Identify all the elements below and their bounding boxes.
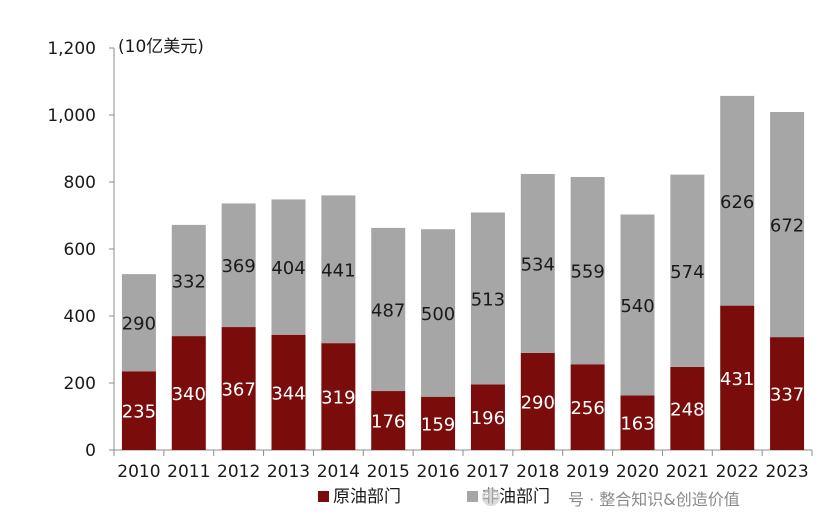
x-tick-label: 2022 bbox=[716, 462, 759, 482]
data-label-non-oil: 369 bbox=[221, 256, 255, 277]
x-tick-label: 2016 bbox=[416, 462, 459, 482]
y-tick-label: 0 bbox=[85, 441, 96, 461]
bar-non-oil-2015 bbox=[371, 227, 406, 392]
data-label-non-oil: 487 bbox=[371, 300, 405, 321]
data-label-crude-oil: 337 bbox=[770, 385, 804, 406]
y-tick-label: 800 bbox=[64, 173, 96, 193]
x-tick-label: 2013 bbox=[267, 462, 310, 482]
x-tick-label: 2018 bbox=[516, 462, 559, 482]
legend: 原油部门 非油部门 bbox=[318, 487, 550, 507]
bar-non-oil-2017 bbox=[470, 212, 505, 385]
bar-non-oil-2011 bbox=[171, 224, 206, 337]
bar-crude-oil-2018 bbox=[520, 352, 555, 450]
data-label-non-oil: 559 bbox=[570, 262, 604, 283]
bars bbox=[121, 95, 805, 450]
bar-non-oil-2023 bbox=[770, 111, 805, 338]
data-label-non-oil: 404 bbox=[271, 258, 305, 279]
bar-non-oil-2012 bbox=[221, 203, 256, 328]
data-label-crude-oil: 290 bbox=[521, 392, 555, 413]
bar-crude-oil-2012 bbox=[221, 327, 256, 450]
y-tick-label: 1,200 bbox=[47, 39, 96, 59]
legend-swatch-non-oil bbox=[467, 491, 478, 502]
data-label-crude-oil: 248 bbox=[670, 399, 704, 420]
data-label-non-oil: 513 bbox=[471, 289, 505, 310]
data-label-non-oil: 441 bbox=[321, 260, 355, 281]
bar-crude-oil-2010 bbox=[121, 371, 156, 450]
legend-swatch-crude-oil bbox=[318, 491, 329, 502]
data-label-non-oil: 626 bbox=[720, 192, 754, 213]
bar-crude-oil-2014 bbox=[321, 343, 356, 450]
x-tick-label: 2012 bbox=[217, 462, 260, 482]
bar-crude-oil-2011 bbox=[171, 336, 206, 450]
watermark-logo-circle bbox=[482, 488, 500, 506]
x-tick-label: 2020 bbox=[616, 462, 659, 482]
data-label-crude-oil: 340 bbox=[172, 384, 206, 405]
x-tick-label: 2010 bbox=[117, 462, 160, 482]
data-label-crude-oil: 159 bbox=[421, 414, 455, 435]
bar-non-oil-2013 bbox=[271, 199, 306, 335]
bar-crude-oil-2021 bbox=[670, 366, 705, 450]
x-tick-label: 2011 bbox=[167, 462, 210, 482]
data-label-crude-oil: 344 bbox=[271, 383, 305, 404]
legend-label-crude-oil: 原油部门 bbox=[333, 487, 401, 507]
y-unit-label: (10亿美元) bbox=[118, 37, 204, 57]
data-label-crude-oil: 256 bbox=[570, 398, 604, 419]
bar-non-oil-2020 bbox=[620, 214, 655, 396]
data-label-crude-oil: 367 bbox=[221, 380, 255, 401]
x-tick-label: 2019 bbox=[566, 462, 609, 482]
bar-crude-oil-2019 bbox=[570, 364, 605, 450]
x-tick-label: 2015 bbox=[367, 462, 410, 482]
data-label-non-oil: 500 bbox=[421, 304, 455, 325]
data-label-non-oil: 540 bbox=[620, 296, 654, 317]
data-label-non-oil: 534 bbox=[521, 254, 555, 275]
data-label-crude-oil: 235 bbox=[122, 402, 156, 423]
bar-crude-oil-2013 bbox=[271, 334, 306, 450]
y-tick-label: 1,000 bbox=[47, 106, 96, 126]
bar-non-oil-2014 bbox=[321, 195, 356, 344]
data-labels: 235 290 340 332 367 369 344 404 319 441 176 487 159 5… bbox=[122, 192, 805, 436]
data-label-non-oil: 290 bbox=[122, 314, 156, 335]
bar-non-oil-2019 bbox=[570, 176, 605, 365]
bar-non-oil-2021 bbox=[670, 174, 705, 367]
bar-non-oil-2018 bbox=[520, 173, 555, 353]
bar-crude-oil-2016 bbox=[421, 396, 456, 450]
data-label-crude-oil: 196 bbox=[471, 408, 505, 429]
watermark-text: 号 · 整合知识&创造价值 bbox=[568, 490, 740, 509]
x-tick-label: 2014 bbox=[317, 462, 360, 482]
watermark-logo-icon bbox=[482, 488, 500, 506]
bar-crude-oil-2023 bbox=[770, 337, 805, 450]
watermark-logo-eye-left bbox=[485, 493, 489, 497]
x-tick-label: 2023 bbox=[765, 462, 808, 482]
x-tick-label: 2021 bbox=[666, 462, 709, 482]
bar-crude-oil-2022 bbox=[720, 305, 755, 450]
y-tick-label: 600 bbox=[64, 240, 96, 260]
data-label-non-oil: 332 bbox=[172, 271, 206, 292]
x-tick-label: 2017 bbox=[466, 462, 509, 482]
bar-crude-oil-2017 bbox=[470, 384, 505, 450]
bar-crude-oil-2015 bbox=[371, 391, 406, 450]
y-tick-label: 400 bbox=[64, 307, 96, 327]
data-label-non-oil: 672 bbox=[770, 216, 804, 237]
bar-non-oil-2022 bbox=[720, 95, 755, 306]
data-label-non-oil: 574 bbox=[670, 262, 704, 283]
bar-non-oil-2016 bbox=[421, 229, 456, 397]
data-label-crude-oil: 176 bbox=[371, 412, 405, 433]
data-label-crude-oil: 319 bbox=[321, 388, 355, 409]
watermark: 号 · 整合知识&创造价值 bbox=[482, 488, 740, 509]
axes: 0 200 400 600 800 1,000 1,200 2010 2011 2012 2013 2… bbox=[47, 39, 813, 482]
bar-crude-oil-2020 bbox=[620, 395, 655, 450]
y-tick-label: 200 bbox=[64, 374, 96, 394]
data-label-crude-oil: 163 bbox=[620, 414, 654, 435]
bar-non-oil-2010 bbox=[121, 274, 156, 372]
legend-label-non-oil: 非油部门 bbox=[482, 487, 550, 507]
watermark-logo-eye-right bbox=[493, 493, 497, 497]
data-label-crude-oil: 431 bbox=[720, 369, 754, 390]
